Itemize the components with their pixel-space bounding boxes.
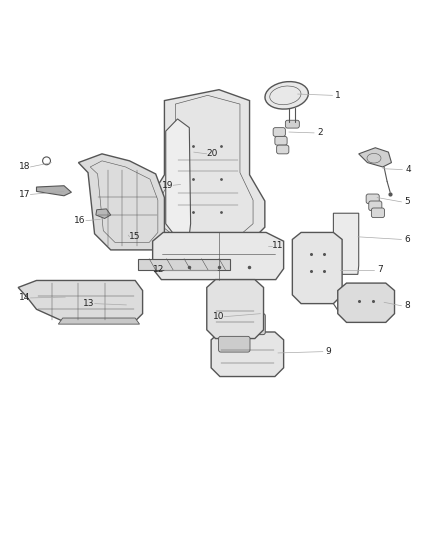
Text: 17: 17 bbox=[19, 190, 31, 199]
Polygon shape bbox=[292, 232, 342, 304]
Text: 20: 20 bbox=[207, 149, 218, 158]
Text: 18: 18 bbox=[19, 163, 31, 172]
FancyBboxPatch shape bbox=[225, 313, 265, 335]
Text: 19: 19 bbox=[162, 181, 173, 190]
FancyBboxPatch shape bbox=[286, 120, 299, 128]
Text: 10: 10 bbox=[213, 312, 224, 321]
Text: 9: 9 bbox=[326, 347, 332, 356]
FancyBboxPatch shape bbox=[219, 336, 250, 352]
Polygon shape bbox=[359, 148, 392, 167]
Text: 11: 11 bbox=[272, 241, 284, 250]
FancyBboxPatch shape bbox=[366, 194, 379, 204]
Polygon shape bbox=[333, 213, 359, 274]
Polygon shape bbox=[166, 119, 191, 235]
Polygon shape bbox=[78, 154, 164, 250]
Text: 6: 6 bbox=[404, 235, 410, 244]
Polygon shape bbox=[338, 283, 395, 322]
Text: 12: 12 bbox=[153, 265, 164, 274]
Text: 8: 8 bbox=[404, 301, 410, 310]
FancyBboxPatch shape bbox=[371, 208, 385, 217]
FancyBboxPatch shape bbox=[273, 128, 286, 136]
FancyBboxPatch shape bbox=[275, 136, 287, 145]
Ellipse shape bbox=[265, 82, 308, 109]
Text: 14: 14 bbox=[19, 294, 30, 302]
FancyBboxPatch shape bbox=[369, 201, 382, 211]
FancyBboxPatch shape bbox=[277, 145, 289, 154]
Polygon shape bbox=[96, 209, 111, 219]
Text: 4: 4 bbox=[405, 165, 411, 174]
Text: 2: 2 bbox=[317, 128, 323, 138]
Polygon shape bbox=[211, 332, 284, 376]
Polygon shape bbox=[36, 185, 71, 196]
Polygon shape bbox=[138, 259, 230, 270]
Text: 1: 1 bbox=[336, 91, 341, 100]
Polygon shape bbox=[147, 90, 265, 243]
Text: 13: 13 bbox=[83, 299, 95, 308]
Polygon shape bbox=[18, 280, 143, 321]
Text: 7: 7 bbox=[377, 265, 382, 274]
Text: 5: 5 bbox=[404, 197, 410, 206]
Polygon shape bbox=[58, 318, 140, 324]
Polygon shape bbox=[207, 280, 264, 338]
Polygon shape bbox=[152, 232, 284, 280]
Text: 16: 16 bbox=[74, 216, 86, 225]
Text: 15: 15 bbox=[129, 232, 141, 241]
